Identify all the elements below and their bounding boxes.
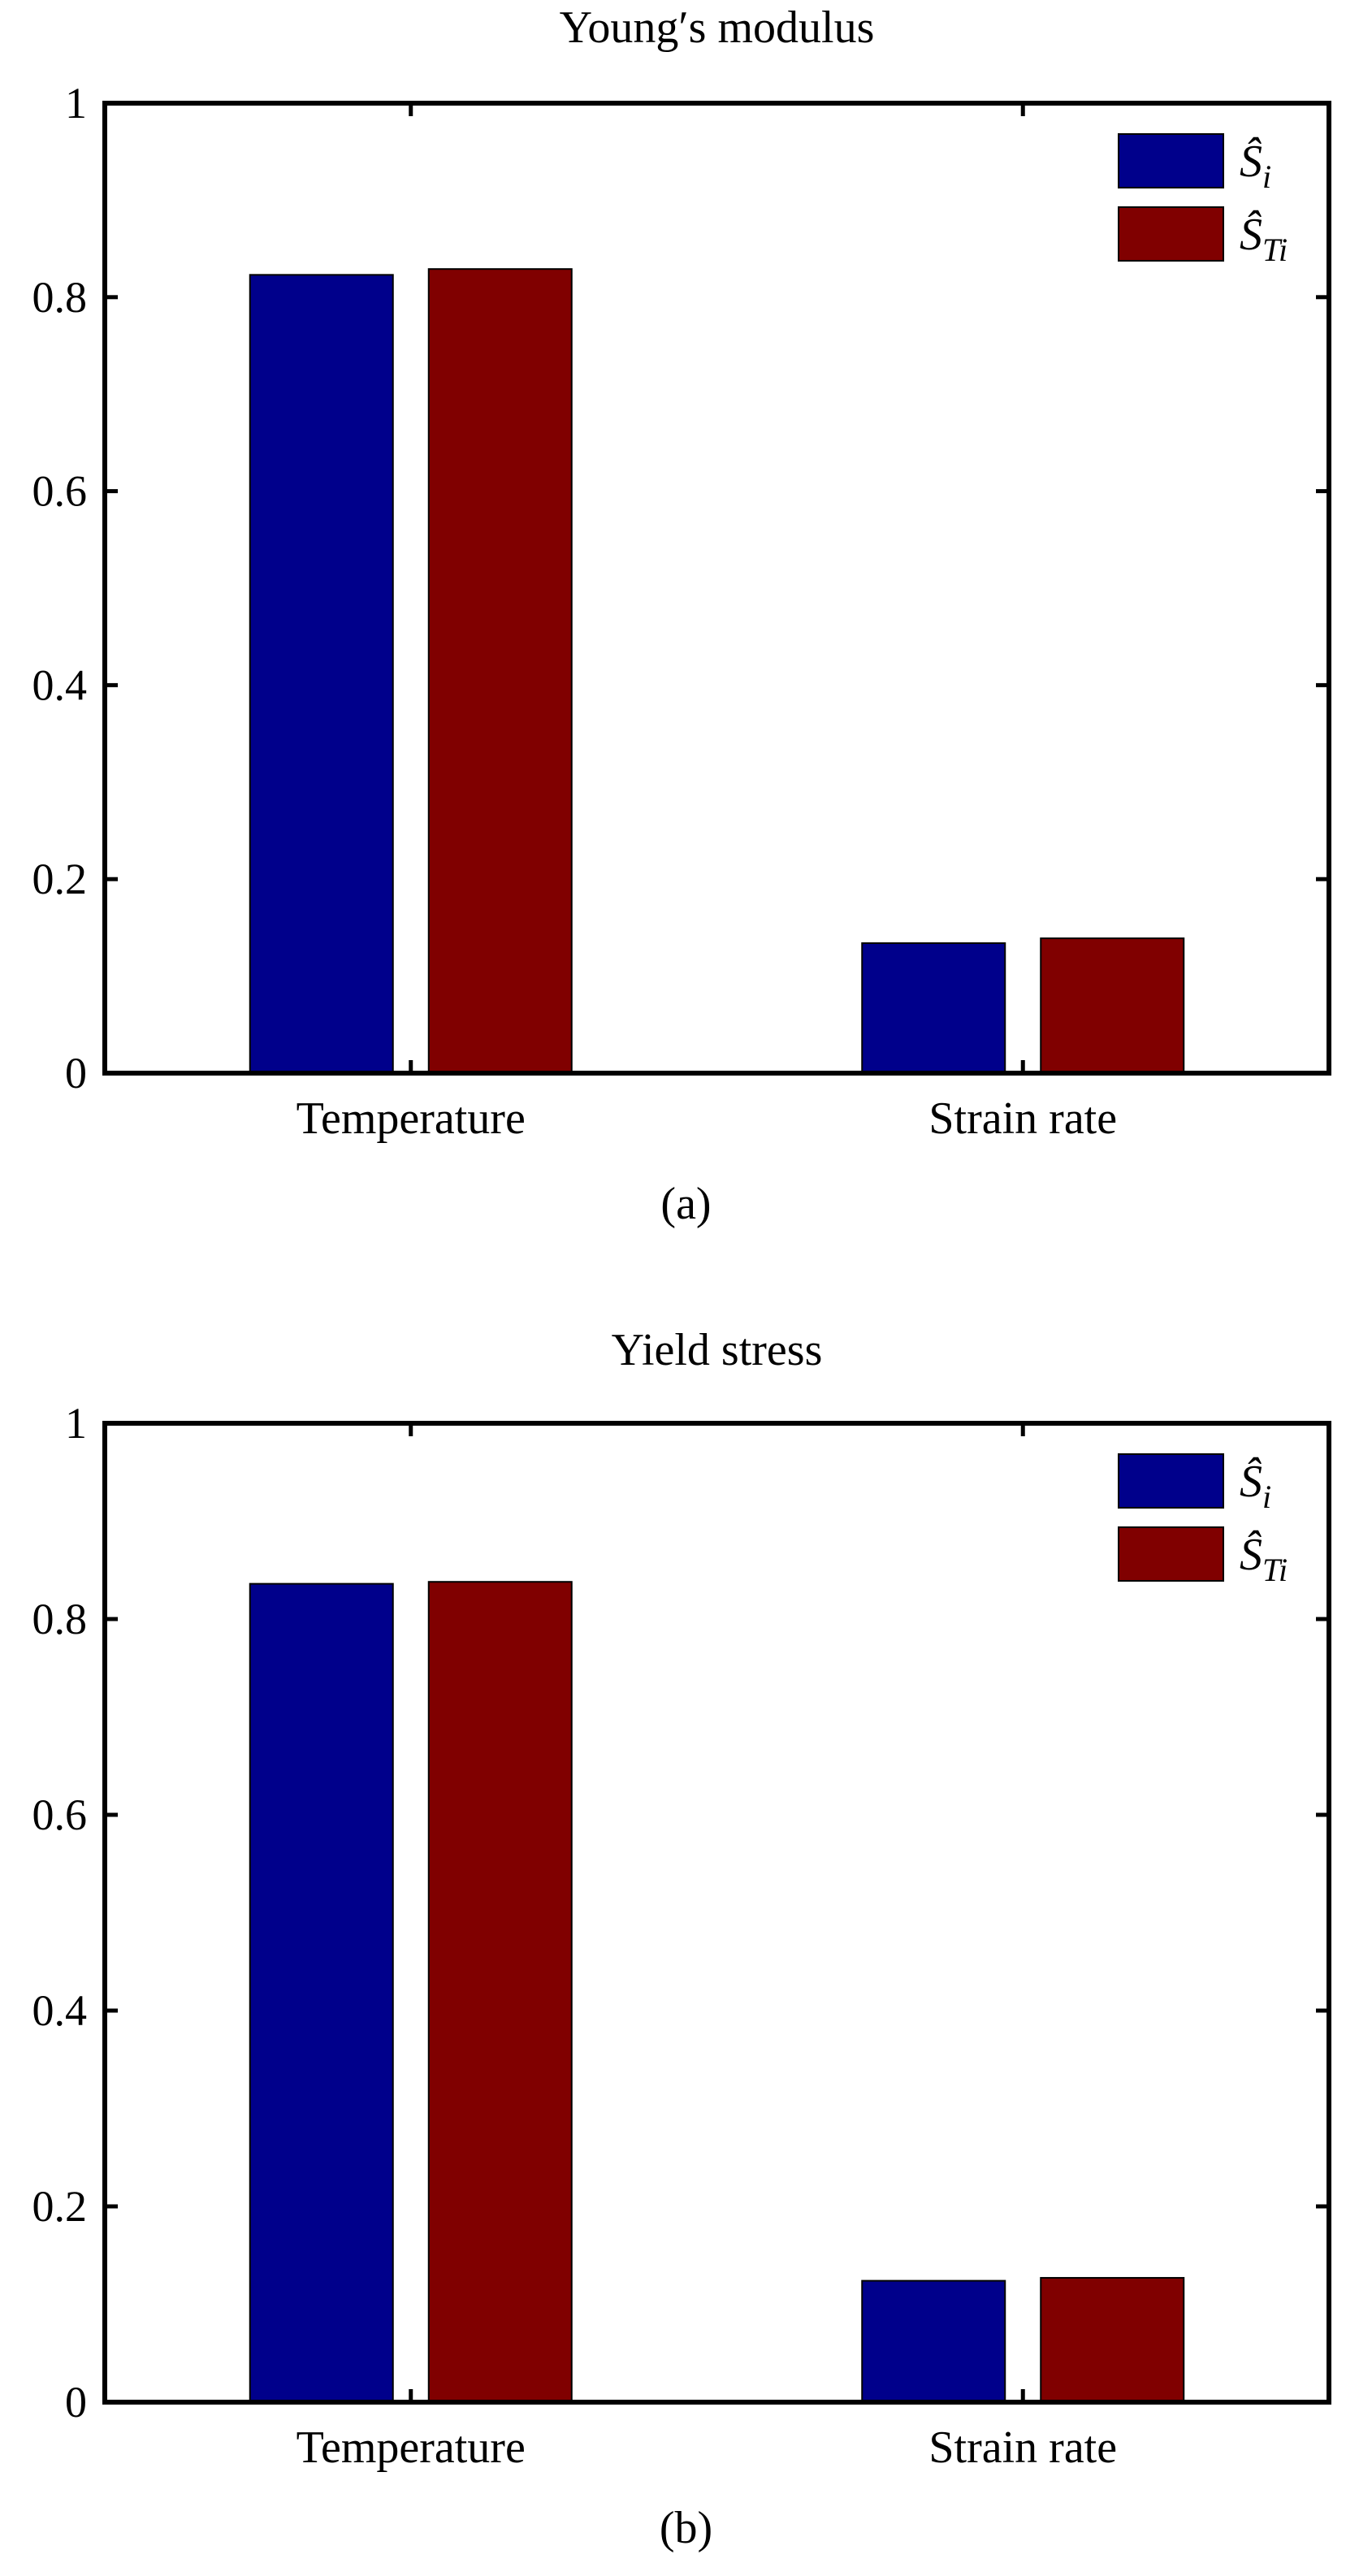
y-tick-label: 0 bbox=[65, 1049, 87, 1098]
legend-swatch-1 bbox=[1118, 133, 1224, 188]
bar-strain-rate-series-1 bbox=[861, 2279, 1006, 2404]
y-tick-label: 1 bbox=[65, 1399, 87, 1448]
y-tick-label: 0.8 bbox=[32, 1595, 88, 1643]
legend-label-2: ŜTi bbox=[1240, 1529, 1288, 1588]
legend-label-1: Ŝi bbox=[1240, 1456, 1271, 1515]
figure-caption: (b) bbox=[660, 2503, 712, 2553]
legend-swatch-1 bbox=[1118, 1453, 1224, 1509]
bar-strain-rate-series-2 bbox=[1040, 2276, 1185, 2404]
y-tick-label: 0.8 bbox=[32, 273, 88, 322]
legend: Ŝi ŜTi bbox=[1118, 133, 1288, 268]
bar-strain-rate-series-2 bbox=[1040, 937, 1185, 1075]
legend-label-2: ŜTi bbox=[1240, 209, 1288, 268]
chart-b: Yield stress 0 0.2 0.4 0.6 0.8 1 Temperature Str… bbox=[32, 1325, 1331, 2553]
x-tick-label: Strain rate bbox=[928, 1093, 1117, 1144]
bar-temperature-series-2 bbox=[427, 268, 573, 1074]
chart-title: Young′s modulus bbox=[560, 2, 875, 53]
bar-strain-rate-series-1 bbox=[861, 942, 1006, 1075]
legend: Ŝi ŜTi bbox=[1118, 1453, 1288, 1588]
y-tick-label: 0.2 bbox=[32, 2182, 88, 2231]
y-tick-label: 1 bbox=[65, 79, 87, 128]
bar-temperature-series-2 bbox=[427, 1581, 573, 2403]
axes-frame bbox=[102, 1421, 1331, 2405]
legend-label-1: Ŝi bbox=[1240, 136, 1271, 195]
bar-temperature-series-1 bbox=[249, 274, 394, 1074]
axes-frame bbox=[102, 101, 1331, 1076]
chart-a: Young′s modulus 0 0.2 0.4 0.6 0.8 1 Temperature… bbox=[32, 2, 1331, 1229]
y-tick-label: 0.4 bbox=[32, 1986, 88, 2035]
y-tick-label: 0.4 bbox=[32, 660, 88, 709]
x-tick-label: Temperature bbox=[296, 1093, 526, 1144]
legend-swatch-2 bbox=[1118, 1526, 1224, 1582]
y-tick-label: 0.2 bbox=[32, 855, 88, 903]
y-tick-label: 0.6 bbox=[32, 467, 88, 516]
x-tick-label: Temperature bbox=[296, 2422, 526, 2473]
legend-swatch-2 bbox=[1118, 206, 1224, 262]
y-tick-label: 0 bbox=[65, 2378, 87, 2427]
bar-temperature-series-1 bbox=[249, 1582, 394, 2403]
chart-title: Yield stress bbox=[612, 1325, 823, 1375]
figure-caption: (a) bbox=[660, 1179, 711, 1229]
x-tick-label: Strain rate bbox=[928, 2422, 1117, 2473]
y-tick-label: 0.6 bbox=[32, 1790, 88, 1839]
